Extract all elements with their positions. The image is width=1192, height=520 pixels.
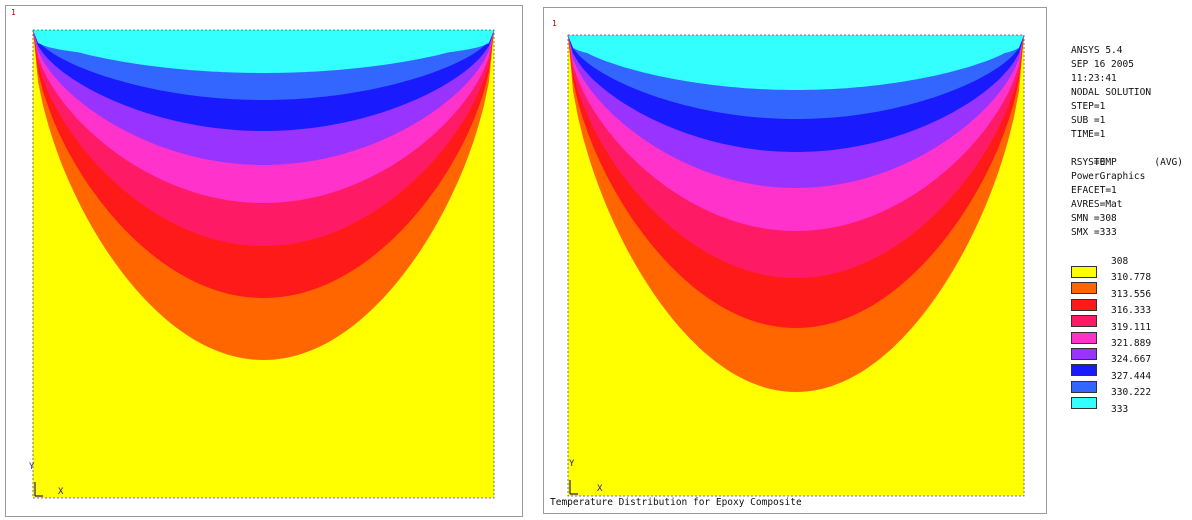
axis-triad — [569, 480, 578, 495]
sub-value: SUB =1 — [1071, 115, 1106, 126]
legend-swatch — [1071, 364, 1097, 377]
step-value: STEP=1 — [1071, 101, 1106, 112]
window-number: 1 — [11, 8, 16, 17]
contour-band — [33, 30, 494, 60]
legend-level-label: 319.111 — [1111, 321, 1152, 333]
solution-date: SEP 16 2005 — [1071, 59, 1134, 70]
legend-level-label: 327.444 — [1111, 370, 1152, 382]
smn-value: SMN =308 — [1071, 213, 1117, 224]
y-axis-label: Y — [569, 459, 575, 469]
temp-avg-label: (AVG) — [1154, 157, 1183, 168]
legend-level-label: 321.889 — [1111, 338, 1152, 349]
left-contour-plot: 1 Y X — [5, 5, 523, 517]
right-contour-svg — [567, 34, 1025, 497]
efacet-value: EFACET=1 — [1071, 185, 1117, 196]
x-axis-label: X — [597, 484, 603, 494]
legend-level-label: 324.667 — [1111, 354, 1152, 366]
window-number: 1 — [552, 19, 557, 28]
legend-swatch — [1071, 380, 1097, 393]
legend-level-label: 310.778 — [1111, 272, 1152, 284]
legend-swatch — [1071, 266, 1097, 278]
model-boundary — [32, 29, 495, 499]
time-value: TIME=1 — [1071, 129, 1106, 140]
solution-type: NODAL SOLUTION — [1071, 87, 1152, 98]
solution-time: 11:23:41 — [1071, 73, 1117, 84]
x-axis-label: X — [58, 487, 64, 497]
legend-swatch — [1071, 315, 1097, 328]
graphics-mode: PowerGraphics — [1071, 171, 1146, 182]
legend-swatch — [1071, 397, 1097, 410]
y-axis-label: Y — [29, 462, 35, 472]
temp-label-row: TEMP (AVG) — [1071, 142, 1183, 168]
legend-level-label: 308 — [1111, 256, 1129, 267]
legend-swatch — [1071, 331, 1097, 344]
plot-caption: Temperature Distribution for Epoxy Compo… — [550, 497, 802, 508]
solution-info-block: ANSYS 5.4 SEP 16 2005 11:23:41 NODAL SOL… — [1071, 44, 1183, 240]
axis-triad — [34, 482, 43, 497]
avres-value: AVRES=Mat — [1071, 199, 1123, 210]
legend-level-label: 313.556 — [1111, 288, 1152, 300]
temp-label: TEMP — [1093, 157, 1117, 168]
legend-swatch — [1071, 282, 1097, 295]
rsys-value: RSYS=0 — [1071, 157, 1106, 168]
model-boundary — [567, 34, 1025, 497]
legend-level-label: 316.333 — [1111, 305, 1152, 317]
program-name: ANSYS 5.4 — [1071, 45, 1123, 56]
legend-level-label: 330.222 — [1111, 387, 1152, 399]
right-contour-plot: 1 Y X Temperature Distribution for Epoxy… — [543, 7, 1047, 514]
left-contour-svg — [32, 29, 495, 499]
smx-value: SMX =333 — [1071, 227, 1117, 238]
legend-swatch — [1071, 348, 1097, 360]
legend-swatch — [1071, 298, 1097, 311]
legend-level-label: 333 — [1111, 403, 1129, 415]
contour-band — [568, 35, 1024, 65]
